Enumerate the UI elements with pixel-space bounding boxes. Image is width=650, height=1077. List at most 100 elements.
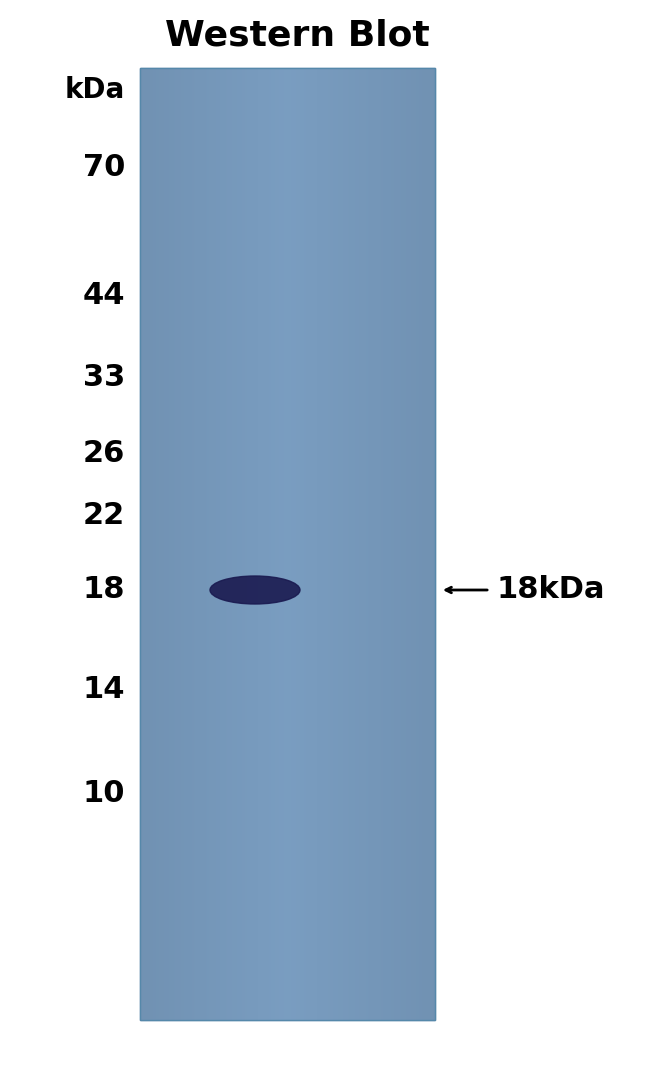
Bar bbox=[289, 68, 291, 1020]
Bar bbox=[350, 68, 352, 1020]
Bar bbox=[365, 68, 366, 1020]
Bar bbox=[374, 68, 375, 1020]
Bar bbox=[310, 68, 311, 1020]
Bar bbox=[227, 68, 228, 1020]
Bar bbox=[376, 68, 377, 1020]
Text: 26: 26 bbox=[83, 438, 125, 467]
Bar bbox=[329, 68, 330, 1020]
Bar bbox=[387, 68, 388, 1020]
Bar bbox=[260, 68, 261, 1020]
Bar bbox=[162, 68, 164, 1020]
Bar bbox=[354, 68, 356, 1020]
Bar bbox=[146, 68, 147, 1020]
Bar bbox=[369, 68, 370, 1020]
Bar bbox=[149, 68, 150, 1020]
Bar bbox=[343, 68, 344, 1020]
Bar bbox=[333, 68, 335, 1020]
Bar bbox=[322, 68, 323, 1020]
Bar bbox=[245, 68, 246, 1020]
Bar bbox=[194, 68, 195, 1020]
Bar bbox=[268, 68, 269, 1020]
Bar bbox=[197, 68, 198, 1020]
Bar bbox=[313, 68, 314, 1020]
Bar bbox=[393, 68, 394, 1020]
Bar bbox=[151, 68, 152, 1020]
Bar bbox=[205, 68, 206, 1020]
Bar bbox=[396, 68, 398, 1020]
Bar bbox=[148, 68, 149, 1020]
Bar bbox=[308, 68, 309, 1020]
Bar bbox=[279, 68, 280, 1020]
Bar bbox=[266, 68, 267, 1020]
Bar bbox=[366, 68, 367, 1020]
Bar bbox=[154, 68, 155, 1020]
Bar bbox=[417, 68, 419, 1020]
Bar bbox=[274, 68, 275, 1020]
Bar bbox=[187, 68, 188, 1020]
Bar bbox=[218, 68, 220, 1020]
Bar bbox=[147, 68, 148, 1020]
Bar bbox=[181, 68, 182, 1020]
Bar bbox=[432, 68, 433, 1020]
Bar bbox=[158, 68, 159, 1020]
Bar bbox=[200, 68, 201, 1020]
Bar bbox=[190, 68, 191, 1020]
Bar bbox=[265, 68, 266, 1020]
Bar bbox=[404, 68, 406, 1020]
Bar bbox=[304, 68, 306, 1020]
Bar bbox=[293, 68, 294, 1020]
Bar bbox=[170, 68, 172, 1020]
Text: 33: 33 bbox=[83, 364, 125, 392]
Bar bbox=[198, 68, 199, 1020]
Bar bbox=[178, 68, 179, 1020]
Bar bbox=[202, 68, 203, 1020]
Bar bbox=[306, 68, 307, 1020]
Text: 10: 10 bbox=[83, 779, 125, 808]
Bar bbox=[235, 68, 237, 1020]
Bar bbox=[227, 68, 229, 1020]
Bar bbox=[254, 68, 255, 1020]
Bar bbox=[258, 68, 259, 1020]
Bar bbox=[174, 68, 176, 1020]
Bar bbox=[213, 68, 214, 1020]
Bar bbox=[214, 68, 215, 1020]
Bar bbox=[252, 68, 253, 1020]
Bar bbox=[317, 68, 318, 1020]
Bar bbox=[422, 68, 423, 1020]
Bar bbox=[156, 68, 157, 1020]
Bar bbox=[251, 68, 252, 1020]
Bar bbox=[239, 68, 240, 1020]
Bar bbox=[152, 68, 153, 1020]
Bar bbox=[182, 68, 183, 1020]
Bar bbox=[257, 68, 258, 1020]
Bar bbox=[222, 68, 224, 1020]
Bar bbox=[229, 68, 231, 1020]
Bar bbox=[373, 68, 374, 1020]
Bar bbox=[250, 68, 251, 1020]
Bar bbox=[398, 68, 400, 1020]
Bar bbox=[382, 68, 383, 1020]
Bar bbox=[388, 68, 389, 1020]
Bar bbox=[309, 68, 310, 1020]
Bar bbox=[314, 68, 315, 1020]
Bar bbox=[370, 68, 371, 1020]
Bar bbox=[168, 68, 170, 1020]
Bar bbox=[277, 68, 278, 1020]
Bar bbox=[390, 68, 391, 1020]
Bar bbox=[301, 68, 302, 1020]
Bar bbox=[425, 68, 426, 1020]
Bar bbox=[192, 68, 193, 1020]
Bar bbox=[321, 68, 322, 1020]
Bar bbox=[292, 68, 293, 1020]
Bar bbox=[315, 68, 316, 1020]
Bar bbox=[342, 68, 343, 1020]
Bar bbox=[394, 68, 395, 1020]
Bar bbox=[214, 68, 216, 1020]
Bar bbox=[367, 68, 368, 1020]
Bar bbox=[300, 68, 301, 1020]
Bar bbox=[413, 68, 414, 1020]
Bar bbox=[270, 68, 271, 1020]
Bar bbox=[155, 68, 156, 1020]
Bar bbox=[186, 68, 187, 1020]
Bar bbox=[378, 68, 379, 1020]
